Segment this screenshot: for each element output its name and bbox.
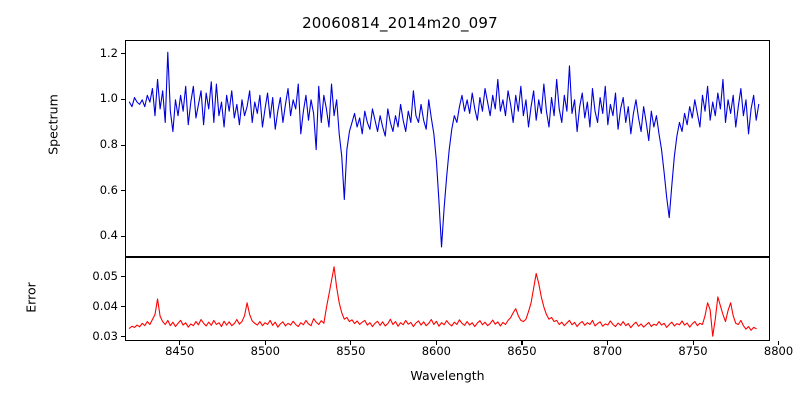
error-axis-label: Error xyxy=(23,282,39,313)
spectrum-ytick-mark xyxy=(121,144,125,146)
error-ytick-label: 0.03 xyxy=(92,328,118,343)
spectrum-ytick-mark xyxy=(121,190,125,192)
spectrum-ytick-mark xyxy=(121,98,125,100)
x-tick-mark xyxy=(179,341,181,345)
spectrum-axis-label: Spectrum xyxy=(45,94,61,155)
spectrum-ytick-label: 1.0 xyxy=(99,91,118,106)
spectrum-ytick-label: 1.2 xyxy=(99,45,118,60)
x-tick-label: 8450 xyxy=(165,344,195,358)
x-tick-label: 8700 xyxy=(592,344,623,358)
x-tick-mark xyxy=(350,341,352,345)
error-ytick-label: 0.04 xyxy=(92,298,118,313)
x-tick-label: 8750 xyxy=(678,344,708,358)
x-tick-label: 8600 xyxy=(421,344,452,358)
x-tick-label: 8500 xyxy=(250,344,280,358)
error-ytick-mark xyxy=(121,276,125,278)
spectrum-ytick-mark xyxy=(121,235,125,238)
spectrum-ytick-label: 0.8 xyxy=(99,137,118,152)
error-ytick-label: 0.05 xyxy=(92,268,118,283)
error-ytick-mark xyxy=(121,336,125,338)
error-plot-panel xyxy=(125,257,770,341)
spectrum-series-line xyxy=(128,51,760,248)
x-axis-label: Wavelength xyxy=(410,368,485,383)
error-series-line xyxy=(128,266,757,337)
x-tick-mark xyxy=(435,341,437,345)
x-tick-label: 8650 xyxy=(507,344,537,358)
x-tick-mark xyxy=(521,341,523,345)
spectrum-ytick-label: 0.6 xyxy=(99,182,118,197)
x-tick-mark xyxy=(778,341,780,345)
spectrum-ytick-label: 0.4 xyxy=(99,228,118,243)
x-tick-mark xyxy=(264,341,266,345)
x-tick-mark xyxy=(692,341,694,345)
x-tick-mark xyxy=(606,341,609,345)
spectrum-ytick-mark xyxy=(121,53,125,55)
spectrum-plot-panel xyxy=(125,40,770,257)
error-ytick-mark xyxy=(121,306,125,308)
x-tick-label: 8550 xyxy=(336,344,366,358)
x-tick-label: 8800 xyxy=(763,344,794,358)
page-title: 20060814_2014m20_097 xyxy=(302,14,498,32)
